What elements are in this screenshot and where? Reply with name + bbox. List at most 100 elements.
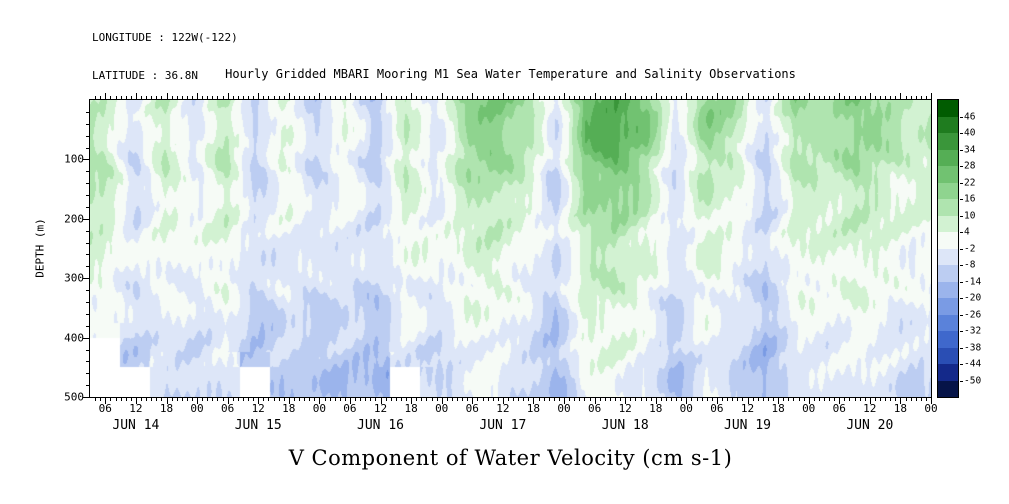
x-minor-tick (451, 398, 453, 401)
x-tick-label: 00 (435, 402, 449, 415)
colorbar-band (938, 182, 958, 199)
x-major-tick (625, 398, 627, 404)
x-minor-tick (309, 96, 311, 99)
x-minor-tick (925, 96, 927, 99)
x-minor-tick (242, 398, 244, 401)
y-major-tick (83, 397, 89, 398)
x-minor-tick (762, 398, 764, 401)
x-minor-tick (360, 96, 362, 99)
x-minor-tick (482, 398, 484, 401)
x-tick-label: 18 (526, 402, 541, 415)
x-minor-tick (890, 398, 892, 401)
x-minor-tick (818, 398, 820, 401)
x-major-tick (166, 93, 168, 99)
colorbar-tick (960, 166, 963, 167)
x-minor-tick (497, 398, 499, 401)
x-minor-tick (457, 96, 458, 99)
x-major-tick (288, 93, 290, 99)
x-minor-tick (375, 96, 377, 99)
x-minor-tick (186, 398, 188, 401)
x-minor-tick (324, 96, 326, 99)
x-minor-tick (671, 96, 673, 99)
plot-area (89, 99, 932, 398)
x-minor-tick (482, 96, 484, 99)
colorbar-band (938, 232, 958, 249)
heatmap-canvas (90, 100, 931, 397)
colorbar-band (938, 265, 958, 282)
colorbar-tick (960, 364, 963, 365)
x-minor-tick (492, 398, 494, 401)
x-tick-label: 12 (373, 402, 388, 415)
x-minor-tick (146, 96, 148, 99)
x-major-tick (808, 398, 810, 404)
x-minor-tick (156, 96, 158, 99)
bottom-title: V Component of Water Velocity (cm s-1) (288, 446, 733, 470)
x-minor-tick (615, 96, 616, 99)
x-tick-label: 12 (863, 402, 877, 415)
x-minor-tick (691, 96, 693, 99)
x-day-label: JUN 16 (357, 418, 404, 433)
colorbar-band (938, 298, 958, 315)
y-minor-tick (86, 242, 89, 244)
x-major-tick (319, 93, 321, 99)
x-minor-tick (915, 96, 917, 99)
colorbar-tick-label: 46 (964, 111, 976, 122)
x-minor-tick (824, 398, 825, 401)
x-minor-tick (344, 96, 346, 99)
x-minor-tick (513, 398, 514, 401)
x-major-tick (441, 398, 443, 404)
x-major-tick (227, 93, 229, 99)
x-minor-tick (803, 96, 805, 99)
x-minor-tick (232, 96, 234, 99)
colorbar-band (938, 116, 958, 133)
x-minor-tick (528, 398, 530, 401)
colorbar-tick-label: 22 (964, 177, 976, 188)
x-day-label: JUN 20 (846, 418, 894, 433)
x-minor-tick (207, 398, 209, 401)
y-tick-label: 100 (64, 152, 84, 166)
x-minor-tick (584, 96, 586, 99)
x-day-label: JUN 18 (601, 418, 649, 433)
x-minor-tick (727, 96, 729, 99)
x-minor-tick (426, 96, 428, 99)
x-major-tick (747, 93, 749, 99)
x-minor-tick (518, 398, 520, 401)
colorbar-tick-label: -44 (964, 358, 982, 370)
x-minor-tick (676, 398, 678, 401)
x-major-tick (319, 398, 321, 404)
x-minor-tick (426, 398, 428, 401)
x-minor-tick (400, 398, 402, 401)
x-minor-tick (635, 96, 637, 99)
colorbar-tick-label: -38 (964, 342, 982, 353)
x-minor-tick (477, 96, 479, 99)
x-minor-tick (120, 96, 122, 99)
x-tick-label: 06 (98, 402, 112, 415)
y-axis-label: DEPTH (m) (33, 218, 47, 278)
x-minor-tick (681, 398, 683, 401)
x-minor-tick (558, 398, 560, 401)
x-minor-tick (915, 398, 917, 401)
x-day-label: JUN 17 (479, 418, 527, 433)
x-tick-label: 00 (557, 402, 571, 415)
x-minor-tick (548, 398, 550, 401)
x-minor-tick (492, 96, 494, 99)
x-major-tick (686, 93, 688, 99)
x-major-tick (197, 93, 198, 99)
x-minor-tick (324, 398, 326, 401)
x-minor-tick (487, 96, 489, 99)
x-minor-tick (742, 398, 744, 401)
y-tick-label: 400 (64, 331, 84, 345)
plot-title: Hourly Gridded MBARI Mooring M1 Sea Wate… (225, 67, 796, 81)
x-minor-tick (752, 398, 754, 401)
x-minor-tick (283, 96, 285, 99)
colorbar-band (938, 215, 958, 232)
x-tick-label: 18 (282, 402, 296, 415)
x-minor-tick (299, 398, 300, 401)
x-minor-tick (706, 398, 708, 401)
x-minor-tick (253, 96, 255, 99)
x-minor-tick (115, 398, 117, 401)
x-minor-tick (711, 398, 713, 401)
x-major-tick (411, 93, 413, 99)
x-minor-tick (431, 398, 433, 401)
